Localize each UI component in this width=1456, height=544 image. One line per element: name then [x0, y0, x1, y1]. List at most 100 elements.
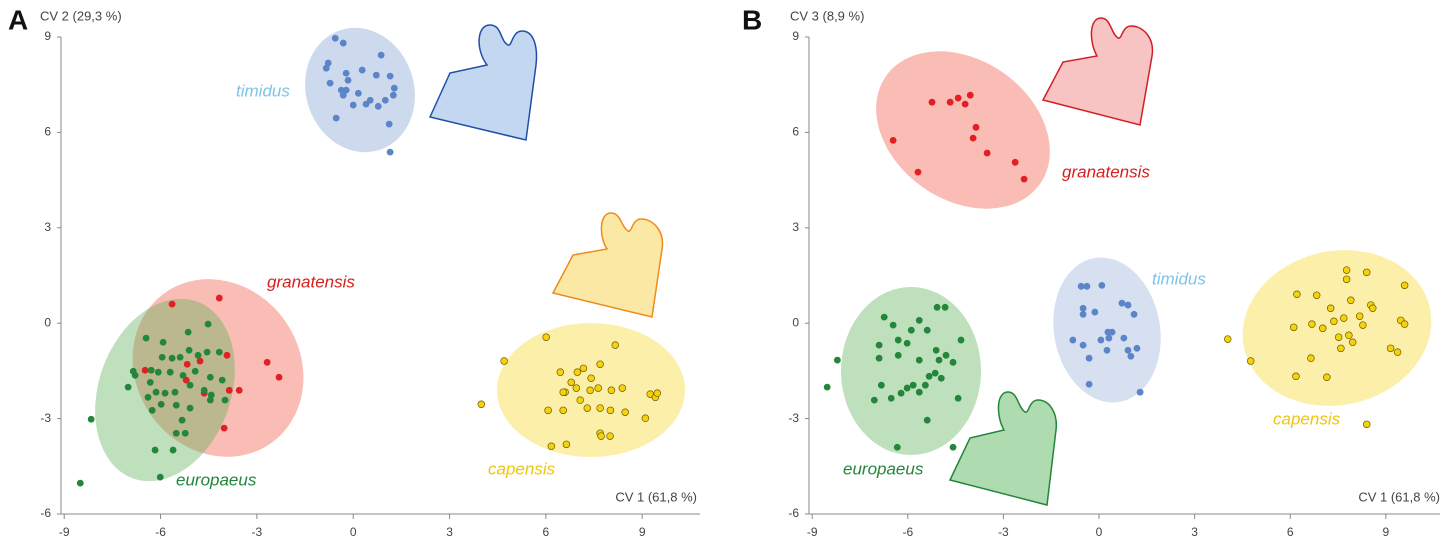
- data-point: [169, 446, 177, 454]
- data-point: [889, 136, 897, 144]
- capensis-ellipse: [1242, 250, 1432, 406]
- data-point: [1400, 281, 1409, 290]
- data-point: [156, 473, 164, 481]
- data-point: [1020, 175, 1028, 183]
- data-point: [366, 96, 374, 104]
- outline-shape: [428, 24, 538, 141]
- outline-shape: [551, 212, 664, 318]
- data-point: [1118, 299, 1126, 307]
- data-point: [611, 341, 619, 349]
- species-label: granatensis: [267, 272, 355, 291]
- x-tick-label: 6: [1287, 525, 1294, 539]
- data-point: [941, 303, 949, 311]
- species-label: europaeus: [843, 459, 924, 478]
- data-point: [915, 388, 923, 396]
- data-point: [196, 357, 204, 365]
- data-point: [559, 388, 567, 396]
- data-point: [597, 432, 605, 440]
- data-point: [931, 369, 939, 377]
- data-point: [925, 372, 933, 380]
- data-point: [875, 341, 883, 349]
- data-point: [374, 102, 382, 110]
- data-point: [576, 396, 584, 404]
- y-tick-label: 6: [44, 125, 51, 139]
- y-tick-label: 0: [792, 315, 799, 329]
- data-point: [354, 89, 362, 97]
- data-point: [1293, 290, 1301, 299]
- data-point: [183, 360, 191, 368]
- data-point: [1340, 314, 1348, 322]
- data-point: [567, 378, 575, 387]
- data-point: [556, 368, 565, 376]
- data-point: [1127, 352, 1135, 360]
- data-point: [889, 321, 897, 329]
- data-point: [218, 376, 226, 384]
- data-point: [957, 336, 965, 344]
- data-point: [131, 371, 139, 379]
- x-tick-label: 0: [350, 525, 357, 539]
- data-point: [1386, 344, 1395, 353]
- data-point: [1083, 282, 1091, 290]
- data-point: [903, 339, 911, 347]
- panel-label: A: [8, 4, 28, 35]
- timidus-ellipse: [305, 27, 415, 153]
- data-point: [596, 404, 604, 412]
- data-point: [1369, 304, 1377, 313]
- data-point: [946, 98, 954, 106]
- data-point: [339, 91, 347, 99]
- data-point: [1130, 310, 1138, 318]
- data-point: [386, 148, 394, 156]
- x-tick-label: 9: [1382, 525, 1389, 539]
- data-point: [87, 415, 95, 423]
- data-point: [1312, 291, 1321, 299]
- y-tick-label: -3: [40, 411, 51, 425]
- data-point: [887, 394, 895, 402]
- data-point: [184, 328, 192, 336]
- europaeus-ellipse: [841, 287, 981, 455]
- data-point: [969, 134, 977, 142]
- data-point: [176, 353, 184, 361]
- data-point: [880, 313, 888, 321]
- data-point: [377, 51, 385, 59]
- data-point: [477, 400, 486, 409]
- data-point: [894, 351, 902, 359]
- data-point: [935, 356, 943, 364]
- data-point: [349, 101, 357, 109]
- outline-shape: [948, 391, 1058, 506]
- data-point: [1120, 334, 1128, 342]
- data-point: [587, 374, 595, 382]
- data-point: [542, 333, 550, 341]
- data-point: [181, 429, 189, 437]
- y-axis-label: CV 3 (8,9 %): [790, 8, 864, 23]
- y-tick-label: 6: [792, 125, 799, 139]
- data-point: [1393, 348, 1402, 356]
- data-point: [586, 386, 594, 395]
- data-point: [893, 443, 901, 451]
- data-point: [923, 326, 931, 334]
- data-point: [1011, 158, 1019, 166]
- data-point: [949, 443, 957, 451]
- data-point: [372, 71, 380, 79]
- data-point: [159, 338, 167, 346]
- data-point: [215, 348, 223, 356]
- data-point: [1355, 312, 1364, 320]
- data-point: [607, 386, 616, 395]
- data-point: [148, 406, 156, 414]
- data-point: [1133, 344, 1141, 352]
- data-point: [206, 396, 214, 404]
- data-point: [172, 429, 180, 437]
- data-point: [1077, 282, 1085, 290]
- data-point: [390, 84, 398, 92]
- data-point: [386, 72, 394, 80]
- y-tick-label: -6: [40, 506, 51, 520]
- data-point: [1347, 296, 1355, 305]
- data-point: [579, 364, 588, 373]
- data-point: [641, 414, 650, 423]
- data-point: [933, 303, 941, 311]
- data-point: [1246, 357, 1255, 365]
- data-point: [1103, 346, 1111, 354]
- data-point: [596, 360, 604, 368]
- data-point: [147, 366, 155, 374]
- data-point: [322, 64, 330, 72]
- data-point: [1342, 266, 1351, 274]
